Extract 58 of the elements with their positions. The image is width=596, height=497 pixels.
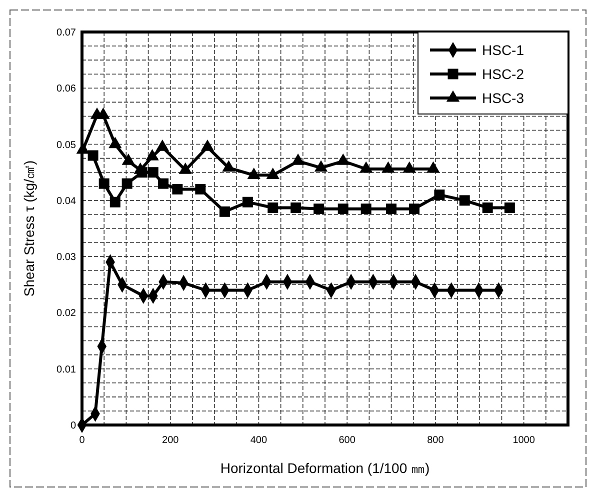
point [96, 107, 110, 119]
point [122, 154, 135, 165]
point [76, 142, 90, 154]
point [222, 160, 236, 172]
point [268, 202, 278, 213]
point [314, 204, 324, 214]
point [195, 184, 206, 194]
x-tick-label: 400 [250, 435, 268, 446]
point [459, 195, 470, 206]
point [382, 161, 395, 173]
y-tick-label: 0 [70, 420, 76, 432]
x-tick-label: 800 [427, 435, 444, 446]
point [158, 178, 169, 189]
legend-label: HSC-3 [482, 90, 524, 106]
x-tick-label: 1000 [512, 435, 536, 446]
point [247, 168, 260, 179]
point [338, 204, 348, 214]
y-tick-label: 0.03 [56, 252, 76, 264]
point [291, 154, 305, 165]
point [178, 162, 192, 174]
y-axis-title: Shear Stress τ (kg/㎠) [21, 160, 37, 297]
point [156, 139, 169, 151]
point [219, 206, 230, 217]
y-tick-label: 0.07 [56, 28, 76, 38]
point [122, 178, 132, 189]
point [360, 161, 373, 173]
y-tick-label: 0.04 [56, 196, 76, 207]
legend-label: HSC-1 [482, 42, 524, 58]
point [148, 167, 158, 178]
point [434, 190, 445, 200]
point [482, 202, 493, 213]
point [504, 202, 515, 213]
legend-label: HSC-2 [482, 66, 524, 82]
point [88, 150, 98, 161]
point [98, 178, 110, 189]
point [386, 204, 397, 214]
point [266, 168, 280, 179]
point [409, 204, 420, 214]
point [146, 149, 159, 160]
point [426, 161, 440, 173]
y-tick-label: 0.02 [56, 308, 76, 320]
point [360, 204, 372, 214]
x-axis-title: Horizontal Deformation (1/100 ㎜) [220, 460, 430, 476]
point [314, 160, 328, 172]
point [108, 136, 122, 148]
x-tick-label: 0 [79, 435, 86, 446]
y-tick-label: 0.05 [56, 140, 76, 151]
x-tick-label: 200 [162, 435, 180, 446]
point [200, 139, 214, 151]
point [242, 196, 253, 208]
point [172, 184, 183, 194]
point [336, 154, 350, 165]
y-tick-label: 0.01 [56, 364, 76, 376]
point [290, 202, 302, 213]
x-tick-label: 600 [338, 435, 356, 446]
y-tick-label: 0.06 [56, 84, 76, 95]
point [402, 161, 416, 173]
point [110, 196, 120, 208]
